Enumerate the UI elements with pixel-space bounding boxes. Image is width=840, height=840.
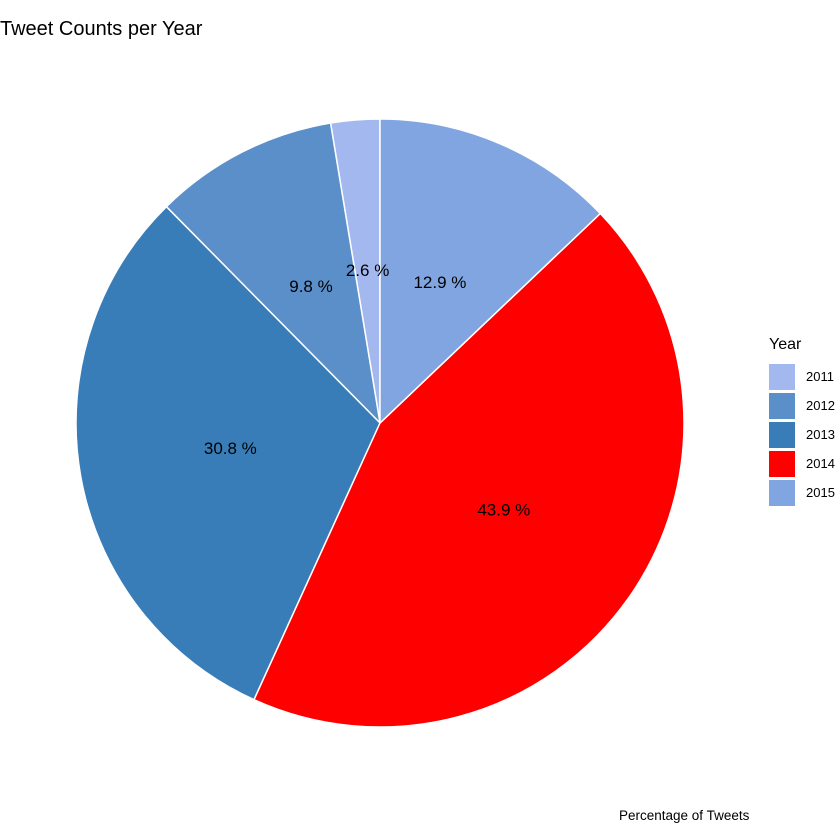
legend-title: Year: [769, 336, 802, 353]
slice-label-2014: 43.9 %: [477, 501, 530, 520]
legend-item-2013: 2013: [769, 420, 835, 449]
pie-slice-2015: [379, 118, 602, 425]
chart-title: Tweet Counts per Year: [0, 18, 203, 40]
legend-item-2012: 2012: [769, 391, 835, 420]
legend-swatch-2012: [769, 392, 795, 419]
legend-item-2015: 2015: [769, 478, 835, 507]
pie-slice-2012: [165, 122, 382, 426]
legend-swatch-2011: [769, 363, 795, 390]
legend-label-2013: 2013: [806, 427, 835, 442]
slice-label-2011: 2.6 %: [346, 261, 389, 280]
legend-swatch-2015: [769, 479, 795, 506]
legend-label-2015: 2015: [806, 485, 835, 500]
legend-item-2011: 2011: [769, 362, 835, 391]
legend-swatch-2014: [769, 450, 795, 477]
slice-label-2012: 9.8 %: [289, 277, 332, 296]
legend-item-2014: 2014: [769, 449, 835, 478]
legend: Year 2011 2012 2013 2014 2015: [769, 336, 835, 507]
slice-label-2015: 12.9 %: [413, 273, 466, 292]
pie-slice-2014: [253, 212, 685, 728]
legend-label-2012: 2012: [806, 398, 835, 413]
legend-label-2011: 2011: [806, 369, 834, 384]
legend-label-2014: 2014: [806, 456, 835, 471]
chart-caption: Percentage of Tweets: [619, 808, 750, 823]
legend-swatch-2013: [769, 421, 795, 448]
pie-slice-2013: [75, 205, 381, 701]
slice-label-2013: 30.8 %: [204, 439, 257, 458]
